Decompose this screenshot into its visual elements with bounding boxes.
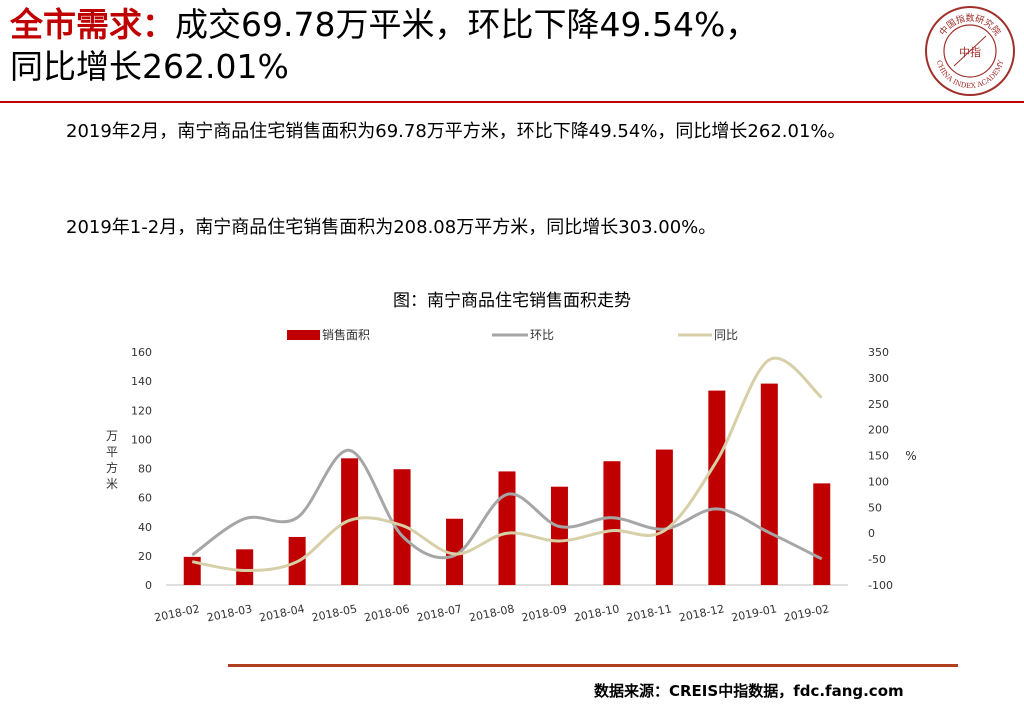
bar-sales-area bbox=[446, 518, 464, 585]
y-left-tick-label: 140 bbox=[131, 375, 152, 388]
y-left-tick-label: 80 bbox=[138, 463, 152, 476]
bar-sales-area bbox=[655, 449, 673, 585]
legend-label-sales-area: 销售面积 bbox=[322, 327, 370, 342]
page-title: 全市需求：成交69.78万平米，环比下降49.54%， 同比增长262.01% bbox=[10, 4, 910, 88]
y-right-tick-label: 150 bbox=[868, 450, 889, 463]
y-left-tick-label: 60 bbox=[138, 492, 152, 505]
y-right-tick-label: 250 bbox=[868, 398, 889, 411]
x-tick-label: 2018-12 bbox=[678, 602, 726, 624]
x-tick-label: 2018-10 bbox=[573, 602, 621, 624]
y-left-axis-label-char: 万 bbox=[106, 429, 118, 443]
y-right-tick-label: 200 bbox=[868, 424, 889, 437]
bar-sales-area bbox=[183, 556, 201, 585]
x-tick-label: 2018-06 bbox=[363, 602, 411, 624]
x-tick-label: 2019-02 bbox=[783, 602, 831, 624]
bar-sales-area bbox=[760, 383, 778, 585]
y-right-tick-label: -50 bbox=[868, 553, 886, 566]
y-right-tick-label: 50 bbox=[868, 501, 882, 514]
y-left-axis-label-char: 米 bbox=[106, 477, 118, 491]
y-left-axis-label-char: 平 bbox=[106, 445, 118, 459]
x-tick-label: 2018-09 bbox=[520, 602, 568, 624]
x-tick-label: 2018-03 bbox=[206, 602, 254, 624]
x-tick-label: 2018-04 bbox=[258, 602, 306, 624]
y-left-tick-label: 20 bbox=[138, 550, 152, 563]
y-left-tick-label: 100 bbox=[131, 433, 152, 446]
legend-label-mom: 环比 bbox=[530, 328, 554, 342]
line-mom bbox=[191, 448, 823, 561]
line-yoy bbox=[191, 356, 823, 573]
bar-sales-area bbox=[236, 549, 254, 585]
y-left-tick-label: 120 bbox=[131, 404, 152, 417]
paragraph-2: 2019年1-2月，南宁商品住宅销售面积为208.08万平方米，同比增长303.… bbox=[30, 210, 1010, 246]
paragraph-1-text: 2019年2月，南宁商品住宅销售面积为69.78万平方米，环比下降49.54%，… bbox=[66, 121, 846, 142]
bottom-rule bbox=[228, 664, 958, 667]
x-tick-label: 2018-05 bbox=[311, 602, 359, 624]
bar-sales-area bbox=[708, 390, 726, 585]
chart-title: 图：南宁商品住宅销售面积走势 bbox=[393, 291, 631, 311]
bar-sales-area bbox=[603, 461, 621, 585]
y-left-axis-label-char: 方 bbox=[106, 460, 118, 475]
title-rule bbox=[0, 101, 1024, 103]
bar-sales-area bbox=[498, 471, 516, 585]
legend-label-yoy: 同比 bbox=[714, 328, 738, 342]
data-source: 数据来源：CREIS中指数据，fdc.fang.com bbox=[594, 682, 904, 700]
x-tick-label: 2018-11 bbox=[625, 602, 673, 624]
y-right-tick-label: 0 bbox=[868, 527, 875, 540]
y-right-tick-label: 300 bbox=[868, 372, 889, 385]
y-right-axis-label: % bbox=[905, 449, 916, 463]
legend-swatch-sales-area bbox=[287, 330, 320, 340]
title-highlight: 全市需求： bbox=[10, 5, 175, 44]
x-tick-label: 2018-07 bbox=[415, 602, 463, 624]
china-index-academy-logo: 中国指数研究院 CHINA INDEX ACADEMY 中指 bbox=[925, 6, 1015, 96]
title-line2: 同比增长262.01% bbox=[10, 47, 289, 86]
x-tick-label: 2019-01 bbox=[730, 602, 778, 624]
y-left-tick-label: 160 bbox=[131, 346, 152, 359]
paragraph-1: 2019年2月，南宁商品住宅销售面积为69.78万平方米，环比下降49.54%，… bbox=[30, 114, 1010, 150]
y-left-tick-label: 0 bbox=[145, 579, 152, 592]
title-line1-rest: 成交69.78万平米，环比下降49.54%， bbox=[175, 5, 759, 44]
y-left-tick-label: 40 bbox=[138, 521, 152, 534]
y-right-tick-label: 350 bbox=[868, 346, 889, 359]
x-tick-label: 2018-02 bbox=[153, 602, 201, 624]
bar-sales-area bbox=[550, 486, 568, 585]
x-tick-label: 2018-08 bbox=[468, 602, 516, 624]
bar-sales-area bbox=[813, 483, 831, 585]
bar-sales-area bbox=[393, 469, 411, 585]
paragraph-2-text: 2019年1-2月，南宁商品住宅销售面积为208.08万平方米，同比增长303.… bbox=[66, 217, 717, 238]
y-right-tick-label: -100 bbox=[868, 579, 893, 592]
y-right-tick-label: 100 bbox=[868, 475, 889, 488]
